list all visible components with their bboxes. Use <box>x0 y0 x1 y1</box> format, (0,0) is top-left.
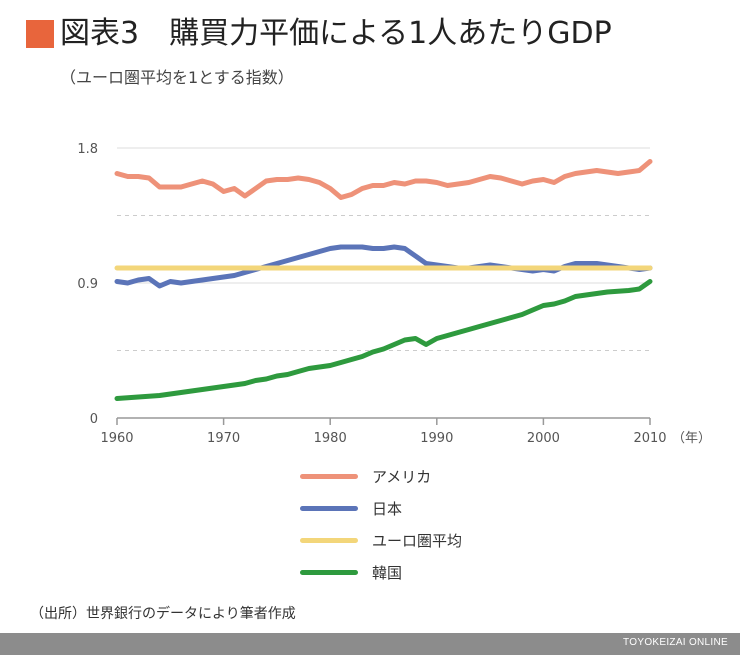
legend-item: アメリカ <box>300 460 462 492</box>
legend-swatch <box>300 537 358 543</box>
legend-label: アメリカ <box>372 467 432 486</box>
legend-swatch <box>300 569 358 575</box>
series-line-korea <box>114 279 653 401</box>
legend-label: 日本 <box>372 499 403 518</box>
y-tick-label: 0 <box>90 412 98 427</box>
legend-item: ユーロ圏平均 <box>300 524 462 556</box>
chart-title: 図表3 購買力平価による1人あたりGDP <box>60 16 612 51</box>
y-tick-label: 0.9 <box>77 277 98 292</box>
legend: アメリカ日本ユーロ圏平均 韓国 <box>300 460 462 588</box>
x-tick-label: 1960 <box>100 431 133 446</box>
legend-item: 日本 <box>300 492 462 524</box>
brand-label: TOYOKEIZAI ONLINE <box>623 637 728 648</box>
legend-item: 韓国 <box>300 556 462 588</box>
x-tick-label: 1970 <box>207 431 240 446</box>
legend-label: 韓国 <box>372 563 403 582</box>
line-chart: 0 0.9 1.8 1960 1970 1980 1990 2000 2010 （年） <box>77 142 711 446</box>
x-tick-label: 2000 <box>527 431 560 446</box>
source-note: （出所）世界銀行のデータにより筆者作成 <box>30 606 296 622</box>
footer-bar: TOYOKEIZAI ONLINE <box>0 633 740 655</box>
x-unit-label: （年） <box>672 431 711 446</box>
legend-swatch <box>300 473 358 479</box>
x-tick-label: 1990 <box>420 431 453 446</box>
x-tick-label: 2010 <box>633 431 666 446</box>
title-square-icon <box>26 20 54 48</box>
x-tick-label: 1980 <box>314 431 347 446</box>
series-line-usa <box>114 159 653 200</box>
chart-subtitle: （ユーロ圏平均を1とする指数） <box>60 68 294 87</box>
y-tick-label: 1.8 <box>77 142 98 157</box>
legend-label: ユーロ圏平均 <box>372 531 463 550</box>
title-row: 図表3 購買力平価による1人あたりGDP <box>26 16 612 52</box>
legend-swatch <box>300 505 358 511</box>
